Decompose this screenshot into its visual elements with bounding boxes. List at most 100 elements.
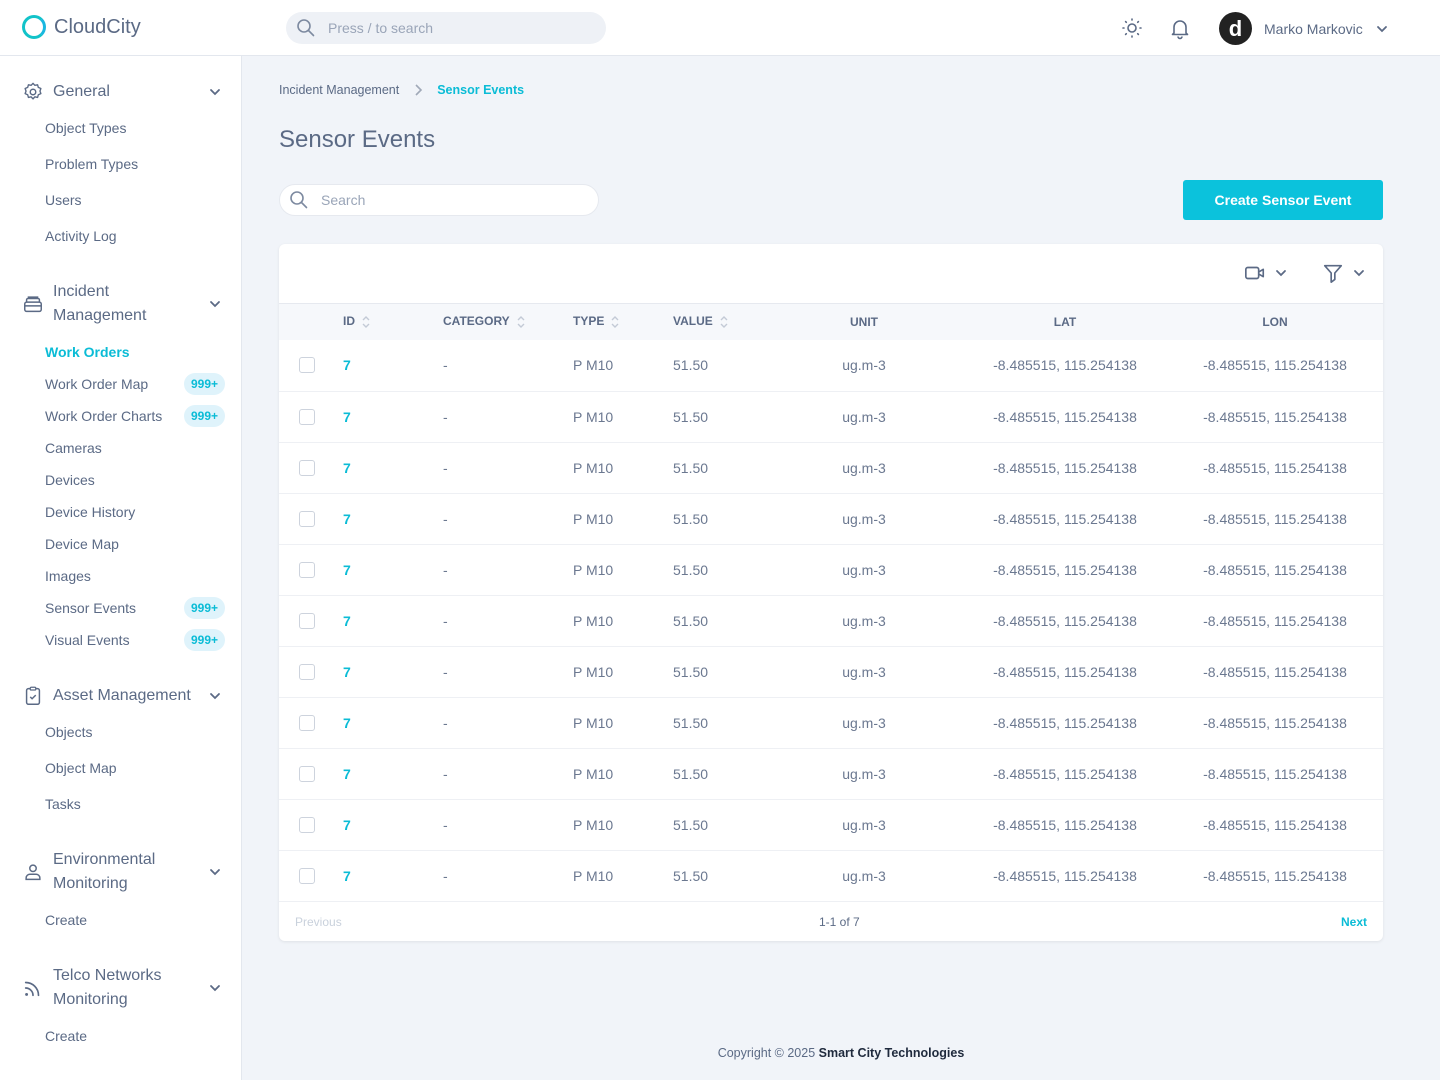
sidebar-item-object-types[interactable]: Object Types (45, 120, 127, 136)
general-items: Object Types Problem Types Users Activit… (0, 110, 241, 254)
row-checkbox[interactable] (299, 408, 315, 425)
user-menu[interactable]: d Marko Markovic (1219, 12, 1389, 45)
cell-id[interactable]: 7 (343, 442, 443, 494)
cell-type: P M10 (573, 442, 673, 494)
cell-unit: ug.m-3 (793, 544, 935, 596)
cell-category: - (443, 544, 573, 596)
sidebar-item-env-create[interactable]: Create (45, 912, 88, 928)
cell-id[interactable]: 7 (343, 493, 443, 545)
sidebar-item-object-map[interactable]: Object Map (45, 760, 117, 776)
column-header-id[interactable]: ID (343, 304, 443, 340)
previous-button[interactable]: Previous (295, 915, 342, 929)
sidebar-item-sensor-events[interactable]: Sensor Events 999+ (0, 592, 241, 624)
cell-lon: -8.485515, 115.254138 (1195, 646, 1355, 698)
filter-dropdown[interactable] (1322, 262, 1366, 284)
cell-category: - (443, 748, 573, 800)
cell-lon: -8.485515, 115.254138 (1195, 697, 1355, 749)
breadcrumb: Incident Management Sensor Events (279, 83, 524, 97)
sidebar-group-environmental-monitoring[interactable]: Environmental Monitoring (0, 848, 241, 896)
cell-id[interactable]: 7 (343, 646, 443, 698)
cell-unit: ug.m-3 (793, 340, 935, 392)
next-button[interactable]: Next (1340, 915, 1367, 929)
logo[interactable]: CloudCity (22, 15, 141, 39)
row-checkbox[interactable] (299, 612, 315, 629)
cell-id[interactable]: 7 (343, 850, 443, 902)
cell-lon: -8.485515, 115.254138 (1195, 340, 1355, 392)
table-toolbar (279, 244, 1383, 304)
table-row[interactable]: 7-P M10 51.50 ug.m-3 -8.485515, 115.254138-… (279, 391, 1383, 443)
cell-lat: -8.485515, 115.254138 (935, 391, 1195, 443)
column-header-category[interactable]: CATEGORY (443, 304, 573, 340)
cell-category: - (443, 850, 573, 902)
row-checkbox[interactable] (299, 357, 315, 374)
table-row[interactable]: 7-P M10 51.50 ug.m-3 -8.485515, 115.254138-… (279, 697, 1383, 749)
table-row[interactable]: 7-P M10 51.50 ug.m-3 -8.485515, 115.254138-… (279, 544, 1383, 596)
cell-id[interactable]: 7 (343, 799, 443, 851)
chevron-down-icon[interactable] (208, 85, 222, 99)
row-checkbox[interactable] (299, 459, 315, 476)
sidebar-item-work-order-map[interactable]: Work Order Map 999+ (0, 368, 241, 400)
cell-value: 51.50 (673, 595, 793, 647)
sidebar-group-general[interactable]: General (0, 74, 241, 110)
row-checkbox[interactable] (299, 510, 315, 527)
row-checkbox[interactable] (299, 765, 315, 782)
sidebar-item-work-orders[interactable]: Work Orders (45, 344, 130, 360)
sidebar-item-images[interactable]: Images (45, 568, 91, 584)
cell-lat: -8.485515, 115.254138 (935, 646, 1195, 698)
cell-id[interactable]: 7 (343, 340, 443, 392)
global-search-input[interactable]: Press / to search (286, 12, 606, 44)
sidebar-item-objects[interactable]: Objects (45, 724, 93, 740)
cell-id[interactable]: 7 (343, 748, 443, 800)
columns-camera-dropdown[interactable] (1244, 262, 1288, 284)
row-checkbox[interactable] (299, 561, 315, 578)
breadcrumb-parent[interactable]: Incident Management (279, 83, 400, 97)
logo-ring-icon (22, 15, 46, 39)
table-row[interactable]: 7-P M10 51.50 ug.m-3 -8.485515, 115.254138-… (279, 340, 1383, 392)
chevron-down-icon[interactable] (208, 981, 222, 995)
create-sensor-event-button[interactable]: Create Sensor Event (1183, 180, 1383, 220)
cell-lon: -8.485515, 115.254138 (1195, 595, 1355, 647)
sidebar-item-activity-log[interactable]: Activity Log (45, 228, 117, 244)
column-header-type[interactable]: TYPE (573, 304, 673, 340)
chevron-down-icon[interactable] (208, 689, 222, 703)
cell-lon: -8.485515, 115.254138 (1195, 442, 1355, 494)
table-row[interactable]: 7-P M10 51.50 ug.m-3 -8.485515, 115.254138-… (279, 595, 1383, 647)
sidebar-group-asset-management[interactable]: Asset Management (0, 678, 241, 714)
table-row[interactable]: 7-P M10 51.50 ug.m-3 -8.485515, 115.254138-… (279, 442, 1383, 494)
row-checkbox[interactable] (299, 867, 315, 884)
sidebar-item-telco-create[interactable]: Create (45, 1028, 88, 1044)
table-row[interactable]: 7-P M10 51.50 ug.m-3 -8.485515, 115.254138-… (279, 850, 1383, 902)
sidebar-item-users[interactable]: Users (45, 192, 82, 208)
row-checkbox[interactable] (299, 663, 315, 680)
cell-id[interactable]: 7 (343, 391, 443, 443)
bell-icon[interactable] (1168, 16, 1192, 40)
table-row[interactable]: 7-P M10 51.50 ug.m-3 -8.485515, 115.254138-… (279, 493, 1383, 545)
chevron-down-icon[interactable] (208, 865, 222, 879)
cell-value: 51.50 (673, 391, 793, 443)
sidebar-item-visual-events[interactable]: Visual Events 999+ (0, 624, 241, 656)
row-checkbox[interactable] (299, 714, 315, 731)
sidebar-group-telco-networks-monitoring[interactable]: Telco Networks Monitoring (0, 964, 241, 1012)
sidebar-item-tasks[interactable]: Tasks (45, 796, 81, 812)
column-header-value[interactable]: VALUE (673, 304, 793, 340)
sidebar-item-devices[interactable]: Devices (45, 472, 95, 488)
chevron-down-icon[interactable] (208, 297, 222, 311)
table-row[interactable]: 7-P M10 51.50 ug.m-3 -8.485515, 115.254138-… (279, 748, 1383, 800)
sidebar-item-work-order-charts[interactable]: Work Order Charts 999+ (0, 400, 241, 432)
cell-type: P M10 (573, 493, 673, 545)
cell-lat: -8.485515, 115.254138 (935, 697, 1195, 749)
cell-id[interactable]: 7 (343, 544, 443, 596)
sidebar-item-problem-types[interactable]: Problem Types (45, 156, 139, 172)
sidebar-item-device-map[interactable]: Device Map (45, 536, 119, 552)
cell-id[interactable]: 7 (343, 595, 443, 647)
table-row[interactable]: 7-P M10 51.50 ug.m-3 -8.485515, 115.254138-… (279, 799, 1383, 851)
search-input[interactable]: Search (279, 184, 599, 216)
table-row[interactable]: 7-P M10 51.50 ug.m-3 -8.485515, 115.254138-… (279, 646, 1383, 698)
cell-type: P M10 (573, 595, 673, 647)
cell-id[interactable]: 7 (343, 697, 443, 749)
sidebar-item-cameras[interactable]: Cameras (45, 440, 102, 456)
sun-icon[interactable] (1120, 16, 1144, 40)
sidebar-item-device-history[interactable]: Device History (45, 504, 136, 520)
sidebar-group-incident-management[interactable]: Incident Management (0, 280, 241, 328)
row-checkbox[interactable] (299, 816, 315, 833)
